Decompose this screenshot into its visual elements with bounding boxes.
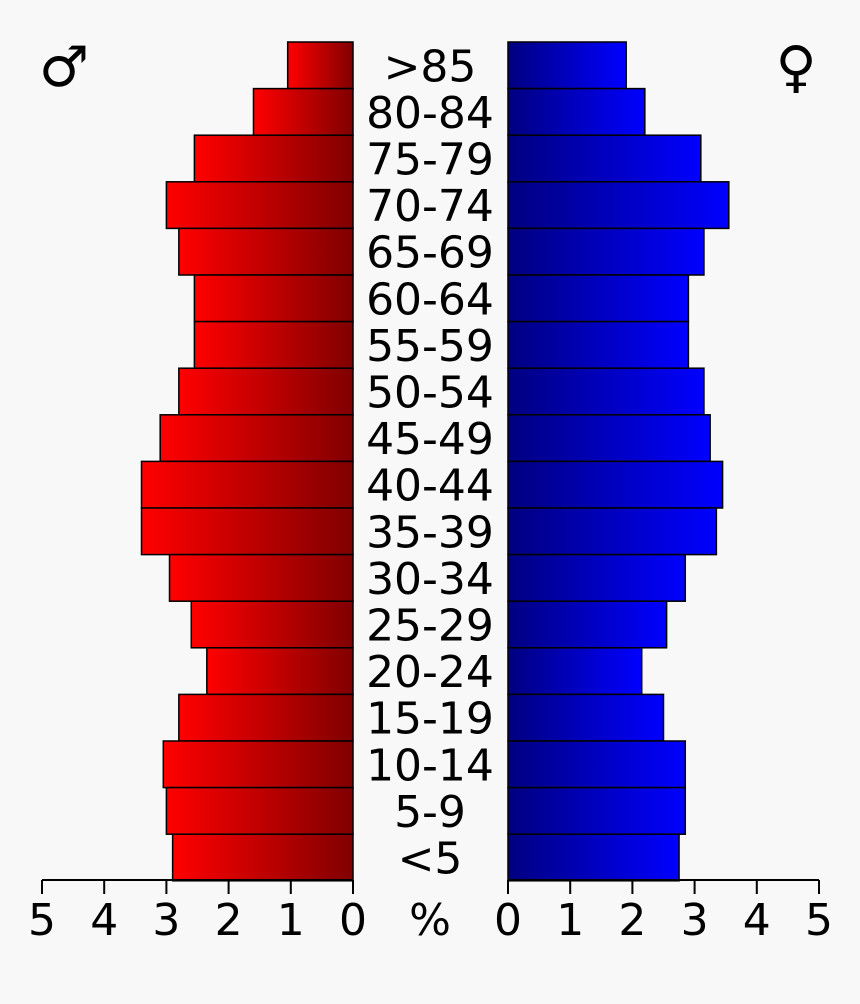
- right-tick-label: 3: [681, 895, 709, 946]
- age-group-label: 60-64: [366, 274, 494, 325]
- female-bar: [507, 320, 690, 369]
- x-axes: 5 04 13 22 31 40 5: [28, 879, 833, 946]
- female-bar: [507, 786, 687, 835]
- male-bar: [140, 460, 354, 509]
- male-bar: [206, 647, 354, 696]
- right-tick-label: 2: [618, 895, 646, 946]
- right-tick-label: 1: [556, 895, 584, 946]
- left-tick-label: 1: [277, 895, 305, 946]
- left-tick-label: 5: [28, 895, 56, 946]
- age-group-label: 25-29: [366, 601, 494, 652]
- left-tick-label: 2: [215, 895, 243, 946]
- female-bar: [507, 41, 627, 90]
- age-group-label: 15-19: [366, 694, 494, 745]
- age-group-label: 50-54: [366, 368, 494, 419]
- female-bar: [507, 181, 730, 230]
- age-group-label: 55-59: [366, 321, 494, 372]
- female-bar: [507, 414, 711, 463]
- male-bar: [165, 181, 354, 230]
- female-bar: [507, 647, 643, 696]
- female-bar: [507, 227, 705, 276]
- age-group-label: 70-74: [366, 181, 494, 232]
- female-bars: [507, 41, 730, 882]
- male-bar: [193, 274, 354, 323]
- male-bar: [159, 414, 354, 463]
- female-bar: [507, 134, 702, 183]
- female-bar: [507, 553, 687, 602]
- male-bar: [162, 740, 354, 789]
- female-bar: [507, 507, 718, 556]
- age-group-label: 65-69: [366, 228, 494, 279]
- male-bar: [178, 227, 354, 276]
- age-group-labels: >8580-8475-7970-7465-6960-6455-5950-5445…: [366, 41, 494, 884]
- male-bar: [193, 134, 354, 183]
- female-bar: [507, 740, 687, 789]
- male-bar: [193, 320, 354, 369]
- right-tick-label: 0: [494, 895, 522, 946]
- age-group-label: 80-84: [366, 88, 494, 139]
- right-tick-label: 5: [805, 895, 833, 946]
- female-bar: [507, 367, 705, 416]
- right-tick-label: 4: [743, 895, 771, 946]
- male-bar: [252, 87, 354, 136]
- female-symbol-icon: ♀: [775, 35, 816, 100]
- age-group-label: 75-79: [366, 135, 494, 186]
- age-group-label: 20-24: [366, 647, 494, 698]
- percent-unit-label: %: [409, 895, 451, 946]
- male-symbol-icon: ♂: [39, 35, 89, 100]
- female-bar: [507, 833, 680, 882]
- age-group-label: <5: [398, 834, 463, 885]
- female-bar: [507, 600, 668, 649]
- male-bar: [168, 553, 354, 602]
- female-bar: [507, 460, 724, 509]
- female-bar: [507, 274, 690, 323]
- male-bar: [190, 600, 354, 649]
- male-bar: [140, 507, 354, 556]
- male-bar: [165, 786, 354, 835]
- left-tick-label: 4: [90, 895, 118, 946]
- male-bars: [140, 41, 354, 882]
- female-bar: [507, 693, 665, 742]
- age-group-label: 35-39: [366, 507, 494, 558]
- age-group-label: 40-44: [366, 461, 494, 512]
- age-group-label: 5-9: [394, 787, 466, 838]
- age-group-label: 45-49: [366, 414, 494, 465]
- left-tick-label: 0: [339, 895, 367, 946]
- left-tick-label: 3: [152, 895, 180, 946]
- age-group-label: >85: [384, 41, 477, 92]
- female-bar: [507, 87, 646, 136]
- male-bar: [178, 367, 354, 416]
- age-group-label: 10-14: [366, 740, 494, 791]
- age-group-label: 30-34: [366, 554, 494, 605]
- male-bar: [178, 693, 354, 742]
- male-bar: [286, 41, 354, 90]
- male-bar: [171, 833, 354, 882]
